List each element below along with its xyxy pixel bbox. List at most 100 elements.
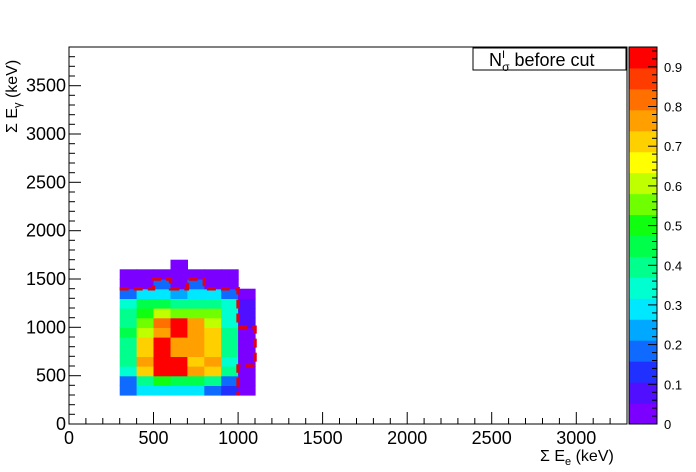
- colorbar-label: 0.3: [664, 298, 682, 313]
- heatmap-cell: [187, 337, 205, 348]
- heatmap-cell: [119, 375, 138, 386]
- heatmap-cell: [204, 375, 222, 386]
- colorbar-segment: [629, 67, 657, 90]
- heatmap-cell: [119, 356, 138, 367]
- heatmap-cell: [119, 317, 138, 328]
- colorbar-segment: [629, 47, 657, 69]
- heatmap-cell: [221, 269, 239, 280]
- heatmap-cell: [204, 269, 222, 280]
- legend-label-sub: σ: [502, 60, 510, 74]
- legend-frame: [472, 47, 627, 71]
- heatmap-cell: [221, 298, 239, 309]
- heatmap-cell: [136, 385, 155, 396]
- heatmap-cell: [136, 375, 155, 386]
- heatmap-cell: [119, 346, 138, 357]
- heatmap-cell: [136, 279, 155, 290]
- heatmap-cell: [153, 269, 171, 280]
- heatmap-cell: [153, 279, 171, 290]
- heatmap-cell: [187, 385, 205, 396]
- heatmap-cell: [153, 327, 171, 338]
- heatmap-cell: [136, 269, 155, 280]
- colorbar: 0 0.1 0.2 0.3 0.4 0.5 0.6 0.7 0.8 0.9: [628, 46, 682, 432]
- heatmap-cell: [221, 279, 239, 290]
- heatmap-cell: [153, 356, 171, 367]
- heatmap-cell: [187, 279, 205, 290]
- heatmap-cell: [170, 308, 188, 319]
- colorbar-segment: [629, 88, 657, 111]
- heatmap-cell: [187, 327, 205, 338]
- heatmap-cell: [238, 375, 256, 386]
- heatmap-cell: [187, 269, 205, 280]
- y-tick-label: 1000: [26, 317, 66, 337]
- colorbar-label: 0.8: [664, 100, 682, 115]
- heatmap-bins: [119, 259, 256, 396]
- legend-label-sup: I: [502, 49, 505, 61]
- heatmap-cell: [221, 337, 239, 348]
- heatmap-cell: [170, 279, 188, 290]
- x-tick-label: 2500: [472, 428, 512, 448]
- heatmap-cell: [119, 327, 138, 338]
- heatmap-cell: [221, 356, 239, 367]
- colorbar-segment: [629, 193, 657, 216]
- heatmap-cell: [136, 356, 155, 367]
- heatmap-cell: [170, 259, 188, 270]
- x-axis-title-sub: e: [565, 456, 571, 468]
- heatmap-cell: [153, 375, 171, 386]
- colorbar-segment: [629, 403, 657, 425]
- y-axis: 0 500 1000 1500 2000 2500 3000 3500: [26, 46, 81, 434]
- heatmap-cell: [221, 366, 239, 377]
- y-tick-label: 1500: [26, 269, 66, 289]
- heatmap-cell: [170, 298, 188, 309]
- heatmap-cell: [221, 308, 239, 319]
- y-axis-title-sub: γ: [12, 102, 24, 108]
- heatmap-cell: [119, 269, 138, 280]
- colorbar-segment: [629, 319, 657, 341]
- heatmap-cell: [170, 346, 188, 357]
- y-tick-label: 2500: [26, 172, 66, 192]
- heatmap-cell: [153, 298, 171, 309]
- heatmap-cell: [170, 288, 188, 299]
- heatmap-cell: [119, 308, 138, 319]
- x-tick-label: 2000: [387, 428, 427, 448]
- x-tick-label: 3000: [556, 428, 596, 448]
- heatmap-cell: [136, 317, 155, 328]
- colorbar-segment: [629, 298, 657, 320]
- heatmap-cell: [221, 346, 239, 357]
- cut-contour: [119, 277, 257, 395]
- heatmap-cell: [170, 366, 188, 377]
- heatmap-cell: [238, 298, 256, 309]
- colorbar-label: 0.5: [664, 219, 682, 234]
- heatmap-cell: [187, 317, 205, 328]
- y-axis-title-unit: (keV): [4, 60, 21, 103]
- heatmap-cell: [153, 346, 171, 357]
- x-tick-label: 1500: [303, 428, 343, 448]
- heatmap-cell: [187, 366, 205, 377]
- heatmap-cell: [238, 317, 256, 328]
- heatmap-cell: [238, 327, 256, 338]
- heatmap-cell: [153, 288, 171, 299]
- colorbar-segment: [629, 361, 657, 383]
- colorbar-segment: [629, 256, 657, 278]
- heatmap-cell: [204, 366, 222, 377]
- heatmap-cell: [136, 298, 155, 309]
- legend-label-text: before cut: [509, 50, 594, 70]
- y-tick-label: 2000: [26, 221, 66, 241]
- heatmap-cell: [204, 327, 222, 338]
- heatmap-cell: [153, 337, 171, 348]
- y-axis-title: Σ Eγ (keV): [4, 60, 24, 133]
- heatmap-cell: [136, 346, 155, 357]
- heatmap-cell: [204, 385, 222, 396]
- heatmap-cell: [238, 385, 256, 396]
- heatmap-cell: [136, 288, 155, 299]
- colorbar-label: 0.2: [664, 338, 682, 353]
- heatmap-cell: [221, 385, 239, 396]
- colorbar-label: 0.1: [664, 377, 682, 392]
- heatmap-cell: [204, 317, 222, 328]
- colorbar-segment: [629, 235, 657, 257]
- colorbar-label: 0.6: [664, 179, 682, 194]
- x-tick-label: 1000: [218, 428, 258, 448]
- heatmap-cell: [170, 356, 188, 367]
- heatmap-cell: [238, 366, 256, 377]
- heatmap-cell: [153, 366, 171, 377]
